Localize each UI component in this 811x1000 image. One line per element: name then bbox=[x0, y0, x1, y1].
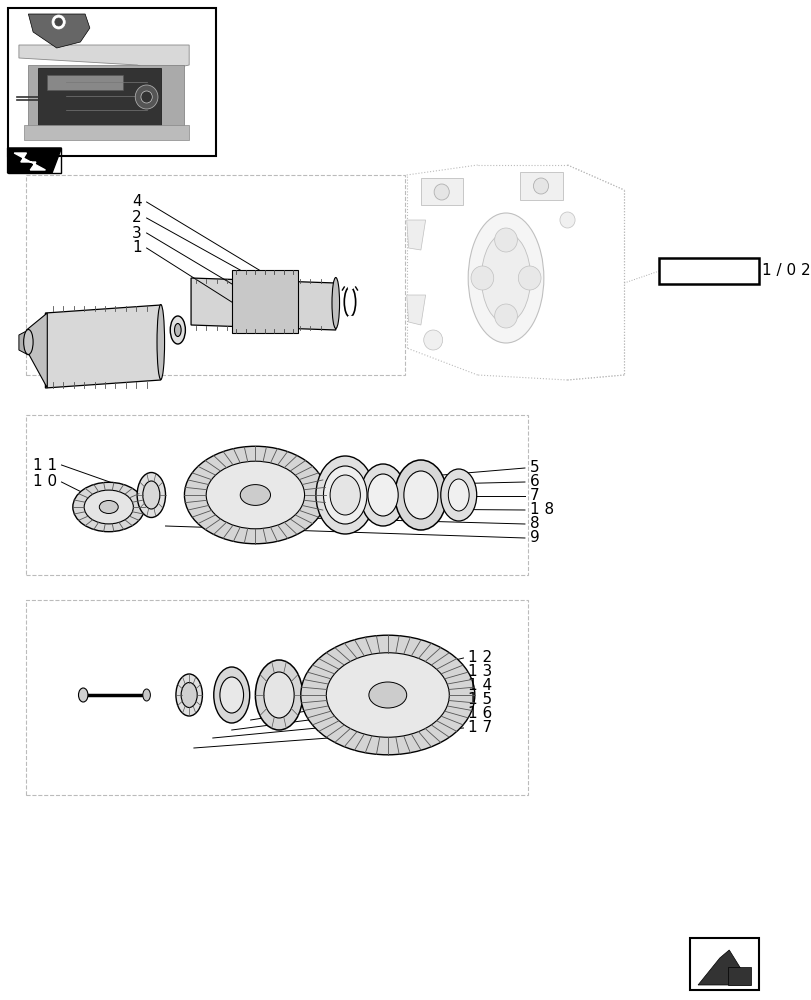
Text: 1 4: 1 4 bbox=[468, 678, 491, 694]
Ellipse shape bbox=[24, 330, 33, 355]
Text: 1 7: 1 7 bbox=[468, 720, 491, 736]
Polygon shape bbox=[14, 153, 45, 170]
Ellipse shape bbox=[220, 677, 243, 713]
Text: 1 0: 1 0 bbox=[32, 475, 57, 489]
Ellipse shape bbox=[468, 213, 543, 343]
Ellipse shape bbox=[367, 474, 397, 516]
Text: 3: 3 bbox=[132, 226, 142, 240]
Text: 1 / 0 2: 1 / 0 2 bbox=[762, 263, 810, 278]
Circle shape bbox=[494, 304, 517, 328]
Ellipse shape bbox=[315, 456, 374, 534]
Ellipse shape bbox=[440, 469, 476, 521]
Ellipse shape bbox=[79, 688, 88, 702]
Ellipse shape bbox=[368, 682, 406, 708]
Ellipse shape bbox=[330, 475, 360, 515]
Ellipse shape bbox=[99, 500, 118, 514]
Polygon shape bbox=[28, 65, 184, 128]
Ellipse shape bbox=[137, 473, 165, 518]
Polygon shape bbox=[231, 270, 298, 333]
Circle shape bbox=[135, 85, 158, 109]
Polygon shape bbox=[7, 148, 62, 173]
Polygon shape bbox=[28, 14, 90, 48]
Polygon shape bbox=[24, 125, 189, 140]
Ellipse shape bbox=[264, 672, 294, 718]
Ellipse shape bbox=[213, 667, 250, 723]
Bar bbox=[7, 8, 216, 156]
Circle shape bbox=[470, 266, 493, 290]
Ellipse shape bbox=[176, 674, 202, 716]
Polygon shape bbox=[406, 220, 425, 250]
Bar bbox=[659, 258, 757, 284]
Bar bbox=[689, 938, 757, 990]
Text: 1 3: 1 3 bbox=[468, 664, 491, 680]
Ellipse shape bbox=[300, 635, 474, 755]
Circle shape bbox=[52, 15, 65, 29]
Text: 1 1: 1 1 bbox=[32, 458, 57, 473]
Bar bbox=[27, 175, 405, 375]
Polygon shape bbox=[727, 967, 750, 985]
Text: 1 5: 1 5 bbox=[468, 692, 491, 708]
Text: 1: 1 bbox=[132, 240, 142, 255]
Ellipse shape bbox=[448, 479, 469, 511]
Ellipse shape bbox=[170, 316, 185, 344]
Ellipse shape bbox=[240, 485, 270, 505]
Polygon shape bbox=[348, 316, 351, 318]
Text: 1 . 8 0 .: 1 . 8 0 . bbox=[663, 263, 720, 278]
Text: 1 6: 1 6 bbox=[468, 706, 491, 722]
Ellipse shape bbox=[143, 689, 150, 701]
Polygon shape bbox=[697, 950, 750, 985]
Bar bbox=[7, 148, 62, 173]
Circle shape bbox=[517, 266, 540, 290]
Text: 5: 5 bbox=[529, 460, 539, 476]
Polygon shape bbox=[406, 295, 425, 325]
Ellipse shape bbox=[143, 481, 160, 509]
Circle shape bbox=[55, 18, 62, 26]
Text: 6: 6 bbox=[529, 475, 539, 489]
Bar bbox=[27, 415, 527, 575]
Circle shape bbox=[434, 184, 448, 200]
Polygon shape bbox=[19, 45, 189, 72]
Text: 9: 9 bbox=[529, 530, 539, 546]
Ellipse shape bbox=[403, 471, 437, 519]
Text: 7: 7 bbox=[529, 488, 539, 504]
Ellipse shape bbox=[360, 464, 406, 526]
Circle shape bbox=[533, 178, 548, 194]
Ellipse shape bbox=[255, 660, 303, 730]
Ellipse shape bbox=[84, 490, 133, 524]
Ellipse shape bbox=[157, 304, 165, 379]
Ellipse shape bbox=[174, 324, 181, 336]
Text: 1 8: 1 8 bbox=[529, 502, 553, 518]
Ellipse shape bbox=[326, 653, 448, 737]
Text: 8: 8 bbox=[529, 516, 539, 532]
Polygon shape bbox=[47, 75, 122, 90]
Polygon shape bbox=[520, 172, 562, 200]
Polygon shape bbox=[27, 313, 47, 388]
Polygon shape bbox=[191, 278, 336, 330]
Polygon shape bbox=[420, 178, 463, 205]
Polygon shape bbox=[348, 286, 351, 288]
Ellipse shape bbox=[394, 460, 446, 530]
Ellipse shape bbox=[73, 482, 144, 532]
Bar bbox=[27, 600, 527, 795]
Ellipse shape bbox=[206, 461, 304, 529]
Circle shape bbox=[560, 212, 574, 228]
Polygon shape bbox=[45, 305, 161, 388]
Ellipse shape bbox=[184, 446, 326, 544]
Text: 2: 2 bbox=[132, 211, 142, 226]
Circle shape bbox=[494, 228, 517, 252]
Text: 4: 4 bbox=[132, 194, 142, 210]
Ellipse shape bbox=[323, 466, 367, 524]
Circle shape bbox=[141, 91, 152, 103]
Ellipse shape bbox=[181, 682, 197, 708]
Polygon shape bbox=[38, 68, 161, 125]
Text: 1 2: 1 2 bbox=[468, 650, 491, 666]
Polygon shape bbox=[19, 330, 28, 355]
Ellipse shape bbox=[332, 277, 339, 328]
Ellipse shape bbox=[481, 233, 530, 323]
Circle shape bbox=[423, 330, 442, 350]
